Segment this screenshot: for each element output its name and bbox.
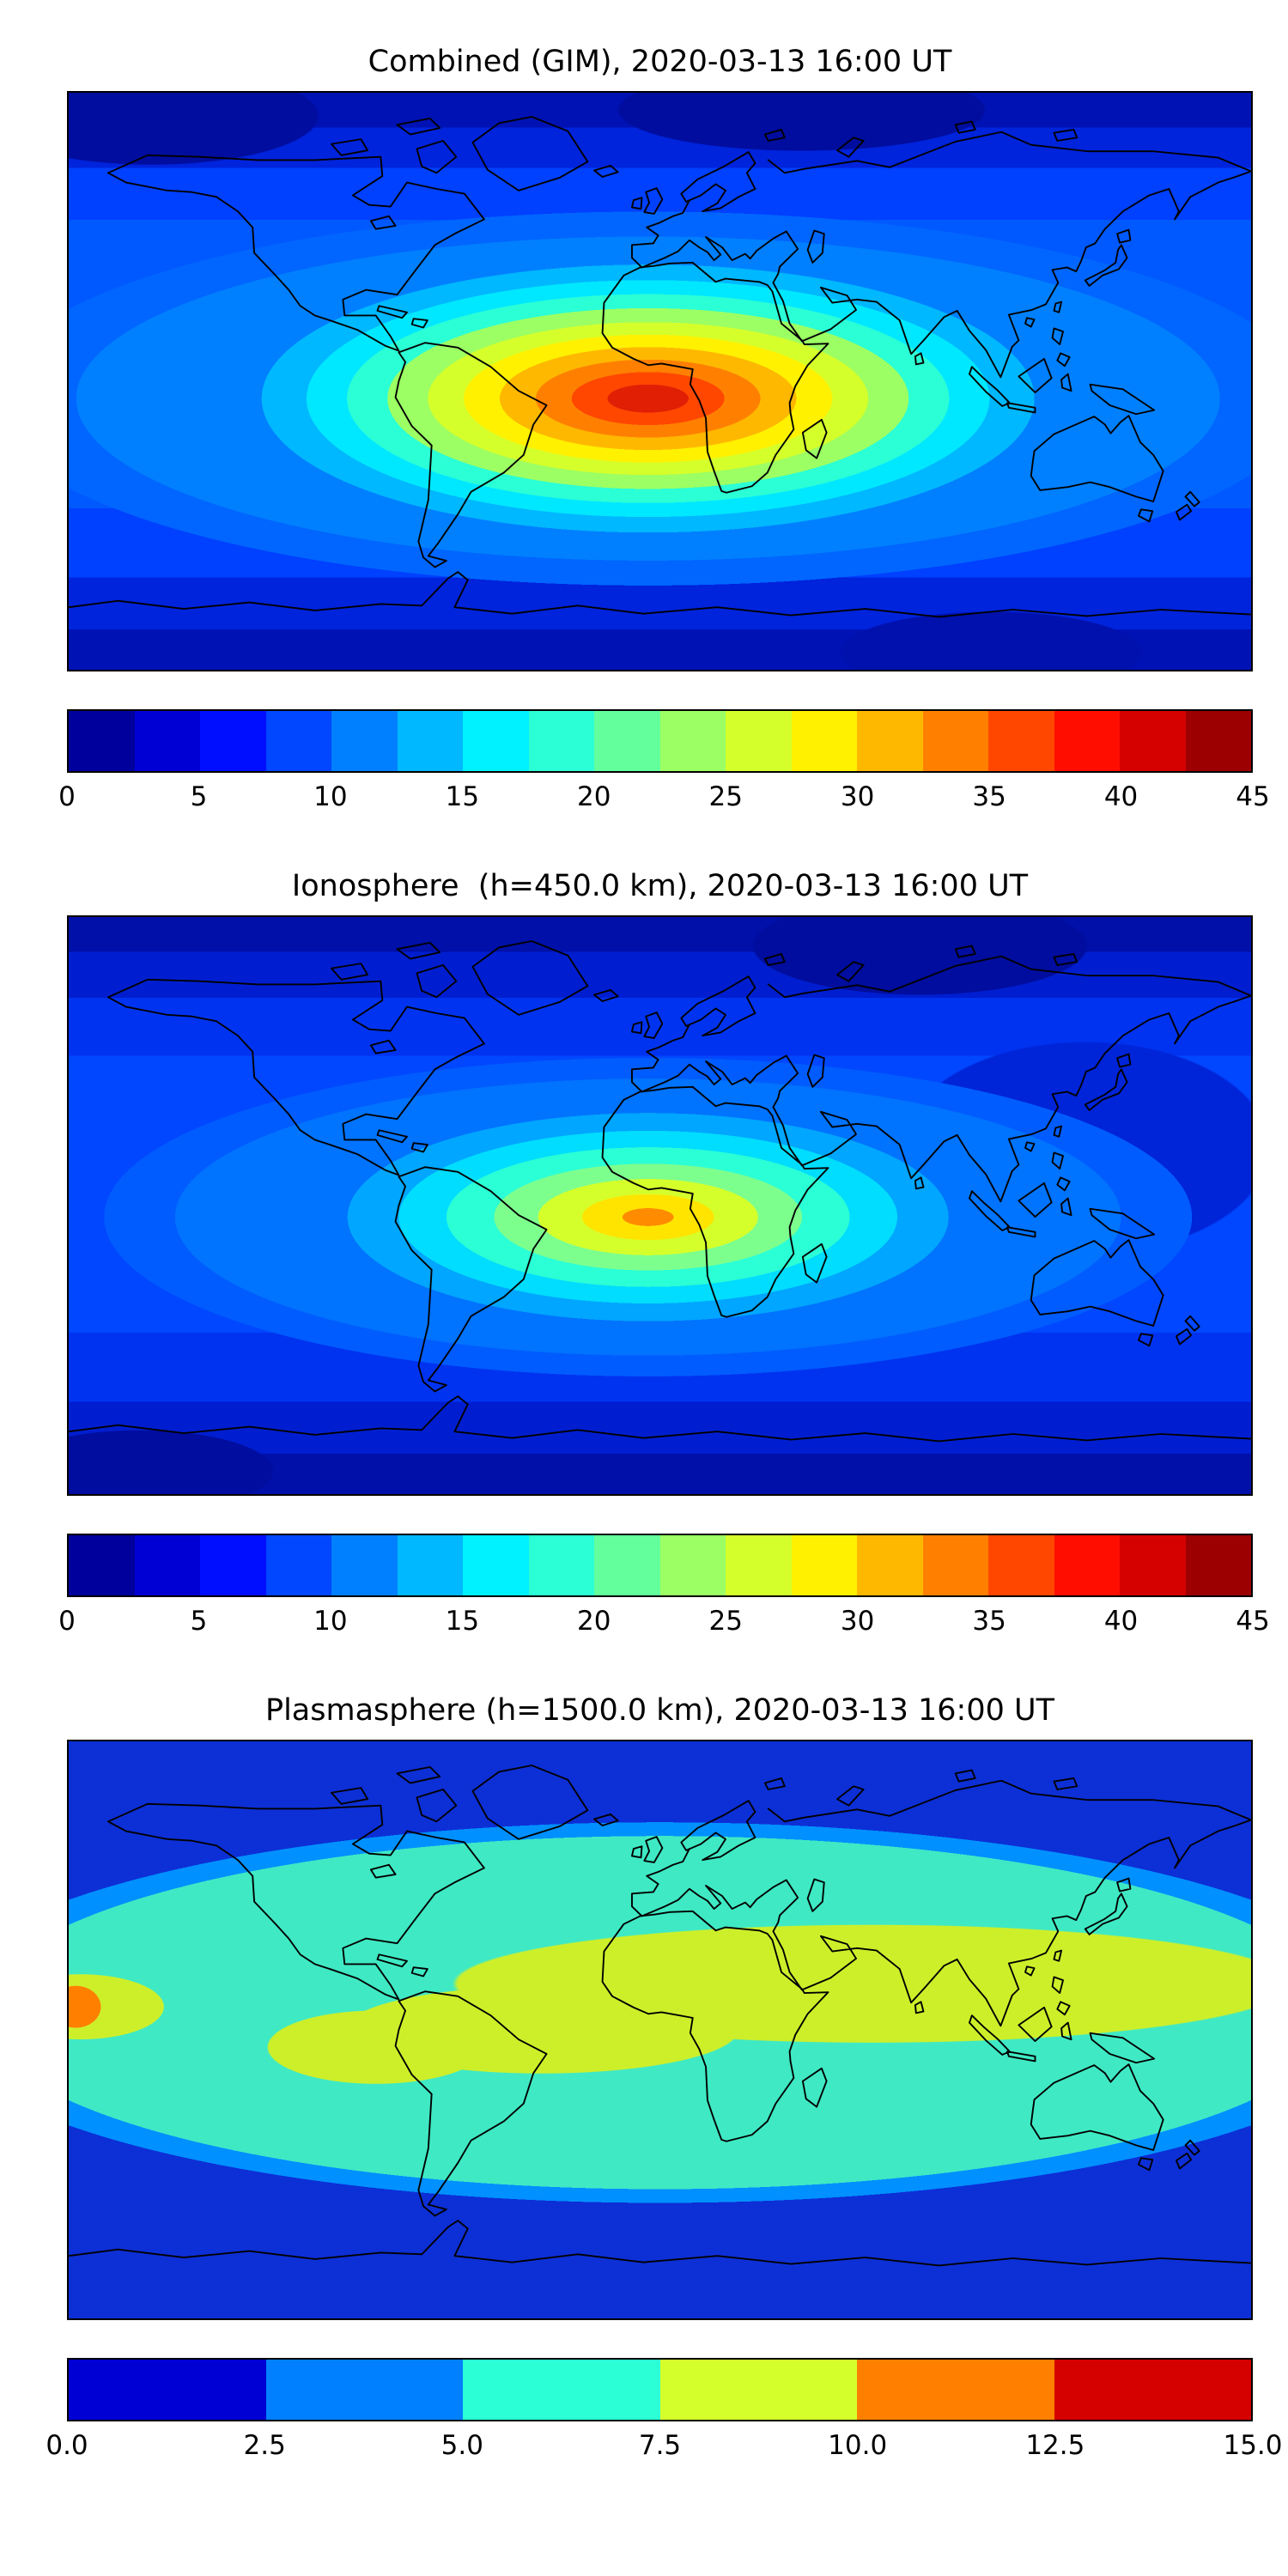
colorbar-segment	[1120, 1535, 1186, 1595]
colorbar-segment	[659, 1535, 726, 1595]
colorbar-tick-label: 0.0	[46, 2430, 88, 2461]
colorbar-segment	[528, 1535, 594, 1595]
panel-combined-gim: Combined (GIM), 2020-03-13 16:00 UT 0 5 10…	[0, 0, 1288, 816]
colorbar-segment	[397, 711, 463, 771]
colorbar-segment	[200, 1535, 266, 1595]
colorbar-segment	[988, 711, 1054, 771]
colorbar-plasmasphere	[67, 2358, 1253, 2421]
colorbar-segment	[265, 711, 331, 771]
colorbar-tick-label: 20	[577, 1606, 611, 1637]
colorbar-combined	[67, 709, 1253, 773]
colorbar-segment	[988, 1535, 1054, 1595]
colorbar-segment	[1054, 2360, 1251, 2420]
colorbar-tick-label: 10.0	[828, 2430, 888, 2461]
colorbar-block-combined: 0 5 10 15 20 25 30 35 40 45	[58, 709, 1270, 816]
colorbar-segment	[791, 1535, 857, 1595]
colorbar-segment	[1185, 711, 1251, 771]
colorbar-tick-label: 5	[190, 1606, 208, 1637]
colorbar-segment	[200, 711, 266, 771]
colorbar-segment	[69, 1535, 135, 1595]
colorbar-segment	[594, 1535, 660, 1595]
map-ionosphere	[67, 915, 1253, 1496]
coastline-overlay	[69, 1765, 1251, 2267]
panel-title-ionosphere: Ionosphere (h=450.0 km), 2020-03-13 16:0…	[291, 869, 1029, 903]
colorbar-segment	[463, 2360, 660, 2420]
colorbar-tick-label: 2.5	[243, 2430, 286, 2461]
colorbar-block-plasmasphere: 0.0 2.5 5.0 7.5 10.0 12.5 15.0	[46, 2358, 1283, 2464]
colorbar-ionosphere	[67, 1534, 1253, 1597]
colorbar-tick-label: 35	[972, 1606, 1006, 1637]
colorbar-segment	[857, 711, 923, 771]
panel-ionosphere: Ionosphere (h=450.0 km), 2020-03-13 16:0…	[0, 869, 1288, 1640]
colorbar-tick-label: 5	[190, 781, 208, 812]
colorbar-segment	[1054, 1535, 1120, 1595]
colorbar-tick-label: 45	[1236, 1606, 1270, 1637]
colorbar-tick-label: 15	[445, 1606, 480, 1637]
colorbar-tick-label: 0	[58, 1606, 76, 1637]
colorbar-segment	[463, 711, 529, 771]
colorbar-block-ionosphere: 0 5 10 15 20 25 30 35 40 45	[58, 1534, 1270, 1640]
colorbar-tick-label: 45	[1236, 781, 1270, 812]
colorbar-tick-label: 12.5	[1025, 2430, 1085, 2461]
colorbar-tick-label: 25	[708, 781, 743, 812]
colorbar-segment	[331, 1535, 398, 1595]
colorbar-segment	[265, 2360, 463, 2420]
colorbar-tick-label: 10	[313, 781, 348, 812]
coastline-overlay	[69, 116, 1251, 618]
colorbar-tick-label: 15	[445, 781, 480, 812]
colorbar-tick-label: 30	[840, 1606, 875, 1637]
panel-title-plasmasphere: Plasmasphere (h=1500.0 km), 2020-03-13 1…	[264, 1693, 1055, 1728]
colorbar-tick-label: 20	[577, 781, 611, 812]
colorbar-segment	[791, 711, 857, 771]
colorbar-segment	[726, 1535, 792, 1595]
colorbar-segment	[659, 711, 726, 771]
colorbar-tick-label: 0	[58, 781, 76, 812]
colorbar-segment	[1054, 711, 1120, 771]
colorbar-segment	[857, 2360, 1054, 2420]
colorbar-tick-label: 15.0	[1223, 2430, 1283, 2461]
colorbar-tick-label: 40	[1103, 781, 1139, 812]
colorbar-tick-label: 10	[313, 1606, 348, 1637]
colorbar-tick-label: 35	[972, 781, 1006, 812]
map-plasmasphere	[67, 1740, 1253, 2320]
colorbar-segment	[397, 1535, 463, 1595]
colorbar-segment	[857, 1535, 923, 1595]
colorbar-segment	[594, 711, 660, 771]
colorbar-segment	[134, 1535, 200, 1595]
colorbar-segment	[1120, 711, 1186, 771]
colorbar-ticks-ionosphere: 0 5 10 15 20 25 30 35 40 45	[58, 1604, 1270, 1640]
colorbar-segment	[922, 1535, 988, 1595]
colorbar-segment	[265, 1535, 331, 1595]
coastline-overlay	[69, 940, 1251, 1443]
colorbar-tick-label: 40	[1103, 1606, 1139, 1637]
colorbar-segment	[463, 1535, 529, 1595]
colorbar-segment	[69, 711, 135, 771]
map-combined-gim	[67, 91, 1253, 671]
colorbar-segment	[659, 2360, 857, 2420]
colorbar-segment	[134, 711, 200, 771]
colorbar-segment	[922, 711, 988, 771]
colorbar-segment	[528, 711, 594, 771]
colorbar-segment	[331, 711, 398, 771]
colorbar-tick-label: 7.5	[638, 2430, 682, 2461]
colorbar-tick-label: 30	[840, 781, 875, 812]
colorbar-ticks-plasmasphere: 0.0 2.5 5.0 7.5 10.0 12.5 15.0	[46, 2428, 1282, 2464]
colorbar-segment	[1185, 1535, 1251, 1595]
panel-title-combined: Combined (GIM), 2020-03-13 16:00 UT	[368, 45, 952, 79]
colorbar-segment	[726, 711, 792, 771]
colorbar-tick-label: 25	[708, 1606, 743, 1637]
colorbar-ticks-combined: 0 5 10 15 20 25 30 35 40 45	[58, 780, 1270, 816]
colorbar-tick-label: 5.0	[440, 2430, 483, 2461]
panel-plasmasphere: Plasmasphere (h=1500.0 km), 2020-03-13 1…	[0, 1693, 1288, 2464]
colorbar-segment	[69, 2360, 266, 2420]
